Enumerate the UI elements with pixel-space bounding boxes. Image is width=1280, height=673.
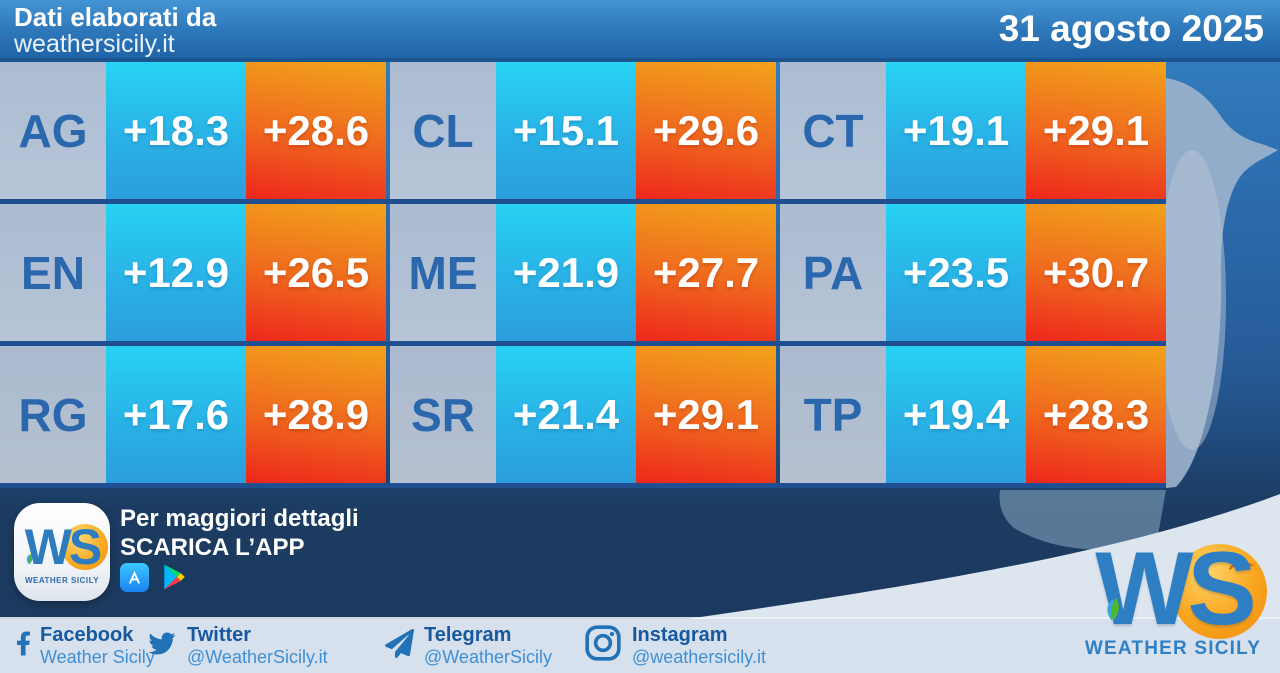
- min-temp-cell: +21.4: [496, 346, 636, 483]
- province-group: RG +17.6 +28.9: [0, 346, 386, 483]
- min-temp-cell: +19.1: [886, 62, 1026, 199]
- province-cell: CT: [780, 62, 886, 199]
- province-cell: SR: [390, 346, 496, 483]
- province-group: SR +21.4 +29.1: [390, 346, 776, 483]
- min-temp-cell: +19.4: [886, 346, 1026, 483]
- province-cell: PA: [780, 204, 886, 341]
- social-handle: @WeatherSicily: [424, 646, 552, 667]
- leaf-icon: [1097, 589, 1129, 630]
- promo-text: Per maggiori dettagli SCARICA L’APP: [120, 505, 359, 563]
- footer-top-line: [0, 617, 1280, 619]
- province-group: TP +19.4 +28.3: [780, 346, 1166, 483]
- sun-circle-icon: [62, 523, 109, 570]
- social-name: Telegram: [424, 624, 512, 647]
- min-temp-cell: +21.9: [496, 204, 636, 341]
- data-source: Dati elaborati da weathersicily.it: [0, 0, 216, 58]
- province-cell: EN: [0, 204, 106, 341]
- max-temp-cell: +28.6: [246, 62, 386, 199]
- min-temp-cell: +23.5: [886, 204, 1026, 341]
- province-cell: CL: [390, 62, 496, 199]
- max-temp-cell: +29.1: [636, 346, 776, 483]
- max-temp-cell: +28.3: [1026, 346, 1166, 483]
- province-cell: RG: [0, 346, 106, 483]
- south-land-patch: [999, 490, 1166, 550]
- social-handle: @weathersicily.it: [632, 646, 766, 667]
- ws-logo-large: WS WEATHER SICILY: [1070, 537, 1276, 660]
- province-group: PA +23.5 +30.7: [780, 204, 1166, 341]
- grid-row: AG +18.3 +28.6 CL +15.1 +29.6 CT +19.1 +…: [0, 62, 1166, 199]
- row-separator: [0, 341, 1166, 346]
- twitter-icon: [146, 630, 178, 662]
- max-temp-cell: +29.1: [1026, 62, 1166, 199]
- instagram-icon: [583, 623, 623, 668]
- sun-circle-icon: [1171, 544, 1267, 639]
- row-separator: [0, 199, 1166, 204]
- facebook-icon: [16, 630, 31, 662]
- header-bar: Dati elaborati da weathersicily.it 31 ag…: [0, 0, 1280, 62]
- app-store-icon[interactable]: [120, 562, 149, 592]
- ws-logo-small: WS: [22, 518, 109, 575]
- birds-icon: [1228, 558, 1253, 576]
- province-group: ME +21.9 +27.7: [390, 204, 776, 341]
- max-temp-cell: +29.6: [636, 62, 776, 199]
- leaf-icon: [22, 550, 37, 571]
- telegram-link[interactable]: Telegram @WeatherSicily: [384, 618, 552, 673]
- max-temp-cell: +26.5: [246, 204, 386, 341]
- max-temp-cell: +30.7: [1026, 204, 1166, 341]
- telegram-icon: [384, 628, 415, 663]
- land-highlight: [1158, 150, 1226, 450]
- province-cell: AG: [0, 62, 106, 199]
- max-temp-cell: +28.9: [246, 346, 386, 483]
- province-cell: ME: [390, 204, 496, 341]
- promo-line2: SCARICA L’APP: [120, 533, 305, 561]
- temperature-grid: AG +18.3 +28.6 CL +15.1 +29.6 CT +19.1 +…: [0, 62, 1166, 488]
- social-handle: Weather Sicily: [40, 646, 155, 667]
- social-name: Instagram: [632, 624, 728, 647]
- twitter-link[interactable]: Twitter @WeatherSicily.it: [146, 618, 328, 673]
- province-group: CT +19.1 +29.1: [780, 62, 1166, 199]
- date-label: 31 agosto 2025: [998, 8, 1264, 49]
- grid-row: EN +12.9 +26.5 ME +21.9 +27.7 PA +23.5 +…: [0, 204, 1166, 341]
- ws-caption-large: WEATHER SICILY: [1084, 638, 1262, 659]
- store-badges: [120, 562, 189, 592]
- social-name: Twitter: [187, 624, 252, 647]
- min-temp-cell: +17.6: [106, 346, 246, 483]
- ws-caption-small: WEATHER SICILY: [24, 575, 100, 585]
- province-group: EN +12.9 +26.5: [0, 204, 386, 341]
- province-group: AG +18.3 +28.6: [0, 62, 386, 199]
- grid-row: RG +17.6 +28.9 SR +21.4 +29.1 TP +19.4 +…: [0, 346, 1166, 483]
- max-temp-cell: +27.7: [636, 204, 776, 341]
- source-site: weathersicily.it: [14, 30, 175, 59]
- min-temp-cell: +15.1: [496, 62, 636, 199]
- social-handle: @WeatherSicily.it: [187, 646, 328, 667]
- province-group: CL +15.1 +29.6: [390, 62, 776, 199]
- source-label: Dati elaborati da: [14, 2, 217, 32]
- ws-app-icon: WS WEATHER SICILY: [14, 503, 110, 601]
- min-temp-cell: +18.3: [106, 62, 246, 199]
- social-name: Facebook: [40, 624, 134, 647]
- grid-bottom-line: [0, 483, 1166, 488]
- ws-letters: WS: [24, 518, 103, 575]
- google-play-icon[interactable]: [159, 562, 189, 592]
- ws-letters: WS: [1095, 531, 1257, 647]
- min-temp-cell: +12.9: [106, 204, 246, 341]
- promo-line1: Per maggiori dettagli: [120, 505, 359, 532]
- province-cell: TP: [780, 346, 886, 483]
- social-footer: Facebook Weather Sicily Twitter @Weather…: [0, 618, 1280, 673]
- instagram-link[interactable]: Instagram @weathersicily.it: [583, 618, 766, 673]
- facebook-link[interactable]: Facebook Weather Sicily: [16, 618, 155, 673]
- footer-bar: [0, 619, 1280, 673]
